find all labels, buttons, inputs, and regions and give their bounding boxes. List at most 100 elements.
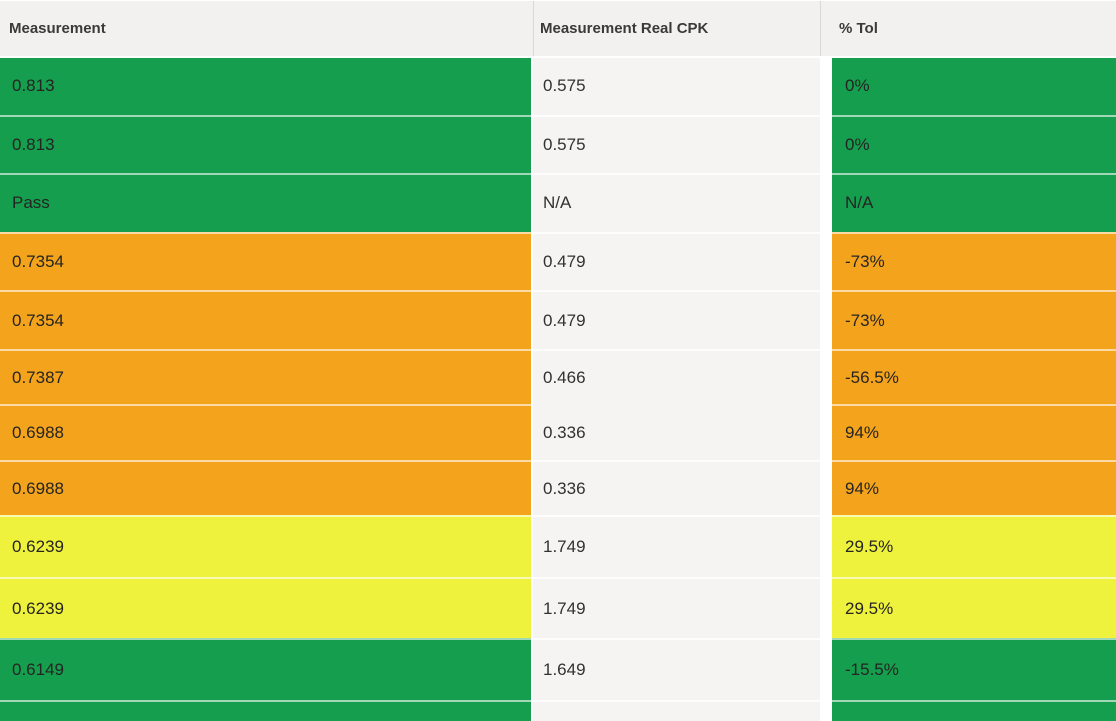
pct-tol-value: 29.5% bbox=[845, 537, 894, 557]
measurement-value: 0.813 bbox=[12, 134, 55, 154]
real-cpk-value: 1.749 bbox=[543, 537, 586, 557]
table-row: 0.6239 1.749 29.5% bbox=[0, 515, 1116, 577]
column-header-real-cpk[interactable]: Measurement Real CPK bbox=[533, 1, 820, 56]
measurement-value: 0.6239 bbox=[12, 537, 64, 557]
pct-tol-value: -56.5% bbox=[845, 367, 899, 387]
real-cpk-cell[interactable]: 0.479 bbox=[533, 290, 820, 349]
column-divider bbox=[820, 114, 832, 174]
column-divider bbox=[531, 290, 533, 349]
real-cpk-value: N/A bbox=[543, 193, 572, 213]
real-cpk-value: 0.336 bbox=[543, 423, 586, 443]
pct-tol-value: -15.5% bbox=[845, 660, 899, 680]
measurement-value: 0.6988 bbox=[12, 478, 64, 498]
measurement-cell[interactable]: 0.813 bbox=[0, 114, 531, 174]
measurement-cell[interactable]: 0.6988 bbox=[0, 459, 531, 516]
measurement-value: 0.7387 bbox=[12, 367, 64, 387]
pct-tol-cell[interactable]: -73% bbox=[832, 290, 1116, 349]
table-row: 0.6149 1.649 -15.5% bbox=[0, 638, 1116, 700]
pct-tol-cell[interactable]: 29.5% bbox=[832, 515, 1116, 577]
real-cpk-cell[interactable]: 0.575 bbox=[533, 56, 820, 115]
column-divider bbox=[531, 638, 533, 700]
measurement-cell[interactable]: 0.7354 bbox=[0, 290, 531, 349]
real-cpk-cell[interactable]: 1.649 bbox=[533, 699, 820, 721]
real-cpk-cell[interactable]: 1.749 bbox=[533, 576, 820, 639]
column-divider bbox=[820, 576, 832, 639]
table-row: 0.7387 0.466 -56.5% bbox=[0, 348, 1116, 405]
real-cpk-value: 0.575 bbox=[543, 134, 586, 154]
real-cpk-cell[interactable]: 1.649 bbox=[533, 638, 820, 700]
pct-tol-value: 94% bbox=[845, 478, 880, 498]
real-cpk-value: 1.749 bbox=[543, 598, 586, 618]
pct-tol-cell[interactable]: -56.5% bbox=[832, 348, 1116, 405]
column-divider bbox=[820, 699, 832, 721]
measurement-cell[interactable]: 0.7387 bbox=[0, 348, 531, 405]
measurement-cell[interactable]: Pass bbox=[0, 173, 531, 232]
measurement-value: 0.7354 bbox=[12, 252, 64, 272]
column-divider bbox=[820, 348, 832, 405]
real-cpk-cell[interactable]: N/A bbox=[533, 173, 820, 232]
measurement-cell[interactable]: 0.6149 bbox=[0, 699, 531, 721]
measurement-cell[interactable]: 0.6988 bbox=[0, 404, 531, 460]
pct-tol-value: 0% bbox=[845, 134, 870, 154]
measurement-value: 0.6149 bbox=[12, 660, 64, 680]
pct-tol-cell[interactable]: 94% bbox=[832, 459, 1116, 516]
real-cpk-value: 0.466 bbox=[543, 367, 586, 387]
measurement-value: 0.813 bbox=[12, 76, 55, 96]
table-row: 0.6239 1.749 29.5% bbox=[0, 576, 1116, 639]
column-divider bbox=[820, 290, 832, 349]
pct-tol-value: -73% bbox=[845, 252, 885, 272]
real-cpk-value: 0.479 bbox=[543, 310, 586, 330]
table-row: 0.813 0.575 0% bbox=[0, 56, 1116, 115]
column-divider bbox=[531, 404, 533, 460]
pct-tol-cell[interactable]: 0% bbox=[832, 56, 1116, 115]
real-cpk-cell[interactable]: 0.336 bbox=[533, 459, 820, 516]
pct-tol-cell[interactable]: 0% bbox=[832, 114, 1116, 174]
table-body: 0.813 0.575 0% 0.813 0.575 0% Pass N/A bbox=[0, 56, 1116, 721]
pct-tol-value: 94% bbox=[845, 423, 880, 443]
measurement-cell[interactable]: 0.6239 bbox=[0, 576, 531, 639]
real-cpk-cell[interactable]: 0.466 bbox=[533, 348, 820, 405]
measurement-value: 0.6988 bbox=[12, 423, 64, 443]
column-divider bbox=[531, 576, 533, 639]
column-header-pct-tol[interactable]: % Tol bbox=[820, 1, 1116, 56]
column-divider bbox=[820, 459, 832, 516]
table-row: 0.6149 1.649 -15.5% bbox=[0, 699, 1116, 721]
column-header-measurement[interactable]: Measurement bbox=[0, 1, 533, 56]
measurement-cell[interactable]: 0.813 bbox=[0, 56, 531, 115]
column-divider bbox=[531, 231, 533, 291]
column-divider bbox=[531, 114, 533, 174]
measurement-cell[interactable]: 0.6149 bbox=[0, 638, 531, 700]
real-cpk-cell[interactable]: 0.479 bbox=[533, 231, 820, 291]
pct-tol-value: 0% bbox=[845, 76, 870, 96]
real-cpk-value: 1.649 bbox=[543, 660, 586, 680]
column-divider bbox=[820, 56, 832, 115]
pct-tol-value: 29.5% bbox=[845, 598, 894, 618]
measurement-cell[interactable]: 0.7354 bbox=[0, 231, 531, 291]
real-cpk-cell[interactable]: 1.749 bbox=[533, 515, 820, 577]
pct-tol-value: -73% bbox=[845, 310, 885, 330]
pct-tol-cell[interactable]: N/A bbox=[832, 173, 1116, 232]
column-divider bbox=[820, 638, 832, 700]
real-cpk-cell[interactable]: 0.575 bbox=[533, 114, 820, 174]
pct-tol-cell[interactable]: -73% bbox=[832, 231, 1116, 291]
pct-tol-cell[interactable]: 94% bbox=[832, 404, 1116, 460]
real-cpk-value: 0.479 bbox=[543, 252, 586, 272]
real-cpk-value: 0.336 bbox=[543, 478, 586, 498]
pct-tol-cell[interactable]: 29.5% bbox=[832, 576, 1116, 639]
table-row: 0.813 0.575 0% bbox=[0, 114, 1116, 174]
column-divider bbox=[820, 515, 832, 577]
column-divider bbox=[820, 404, 832, 460]
real-cpk-cell[interactable]: 0.336 bbox=[533, 404, 820, 460]
column-divider bbox=[531, 699, 533, 721]
measurement-cell[interactable]: 0.6239 bbox=[0, 515, 531, 577]
column-header-label: Measurement bbox=[9, 20, 106, 37]
pct-tol-cell[interactable]: -15.5% bbox=[832, 638, 1116, 700]
pct-tol-cell[interactable]: -15.5% bbox=[832, 699, 1116, 721]
column-header-label: % Tol bbox=[839, 20, 878, 37]
column-divider bbox=[531, 348, 533, 405]
real-cpk-value: 0.575 bbox=[543, 76, 586, 96]
measurement-value: 0.7354 bbox=[12, 310, 64, 330]
measurement-value: 0.6239 bbox=[12, 598, 64, 618]
column-header-label: Measurement Real CPK bbox=[540, 20, 709, 37]
